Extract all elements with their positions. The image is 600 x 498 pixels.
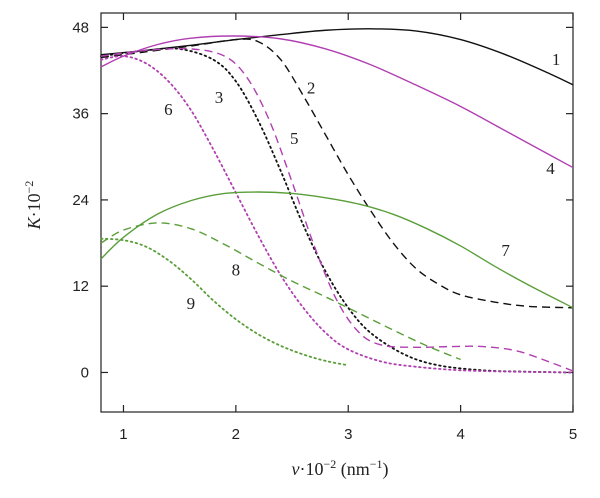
x-tick-label: 4 <box>456 426 464 443</box>
curve-labels: 1 2 3 4 5 6 7 8 9 <box>164 50 560 313</box>
y-tick-label: 24 <box>72 192 89 209</box>
y-tick-label: 48 <box>72 19 89 36</box>
curve-label-9: 9 <box>187 294 196 313</box>
x-axis-title: ν·10−2 (nm−1) <box>291 457 388 480</box>
series-line-2 <box>100 38 574 309</box>
series-layer <box>100 28 574 374</box>
plot-frame <box>100 12 574 413</box>
curve-label-5: 5 <box>290 129 299 148</box>
y-tick-label: 0 <box>81 364 89 381</box>
x-tick-label: 5 <box>569 426 577 443</box>
curve-label-3: 3 <box>215 88 224 107</box>
x-tick-label: 2 <box>232 426 240 443</box>
curve-label-1: 1 <box>552 50 561 69</box>
y-tick-label: 36 <box>72 106 89 123</box>
series-line-7 <box>100 191 574 309</box>
curve-label-7: 7 <box>501 241 510 260</box>
x-tick-label: 1 <box>119 426 127 443</box>
series-line-3 <box>100 47 574 374</box>
series-line-8 <box>100 222 461 361</box>
series-line-1 <box>100 28 574 86</box>
curve-label-8: 8 <box>232 260 241 279</box>
series-line-4 <box>100 35 574 169</box>
curve-label-6: 6 <box>164 100 173 119</box>
series-line-5 <box>100 47 574 372</box>
curve-label-2: 2 <box>307 79 316 98</box>
series-line-9 <box>100 237 350 367</box>
curve-label-4: 4 <box>546 159 555 178</box>
x-tick-label: 3 <box>344 426 352 443</box>
y-axis-title: K·10−2 <box>22 181 44 231</box>
y-tick-label: 12 <box>72 278 89 295</box>
